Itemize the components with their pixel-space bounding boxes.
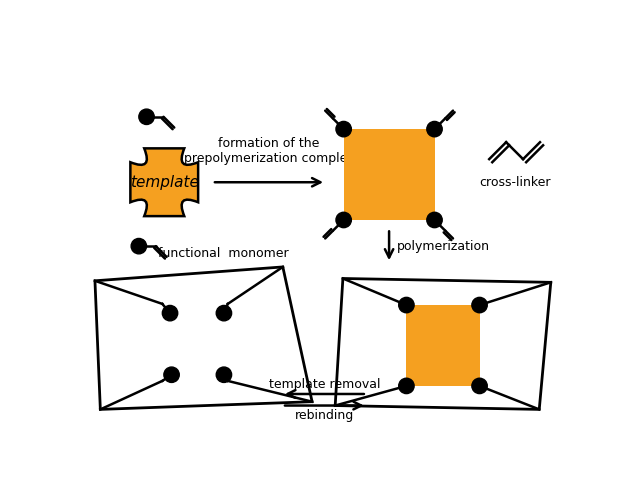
Circle shape (472, 378, 487, 394)
Circle shape (164, 367, 179, 382)
Text: formation of the
prepolymerization complex: formation of the prepolymerization compl… (184, 137, 354, 165)
Circle shape (216, 306, 232, 321)
Text: template removal: template removal (268, 378, 380, 391)
Circle shape (131, 239, 146, 254)
Text: rebinding: rebinding (294, 409, 354, 422)
Circle shape (399, 297, 414, 313)
Circle shape (399, 378, 414, 394)
Circle shape (427, 212, 442, 228)
Bar (343, 129, 434, 220)
Text: polymerization: polymerization (397, 240, 490, 253)
Circle shape (427, 122, 442, 137)
Circle shape (139, 109, 155, 124)
Text: cross-linker: cross-linker (479, 176, 550, 189)
Polygon shape (335, 278, 551, 409)
Polygon shape (95, 267, 312, 409)
Circle shape (336, 212, 351, 228)
Circle shape (472, 297, 487, 313)
Circle shape (336, 122, 351, 137)
Bar (406, 305, 480, 386)
Text: template: template (130, 175, 198, 190)
Circle shape (162, 306, 177, 321)
Circle shape (216, 367, 232, 382)
PathPatch shape (130, 149, 198, 216)
Text: functional  monomer: functional monomer (158, 247, 289, 260)
